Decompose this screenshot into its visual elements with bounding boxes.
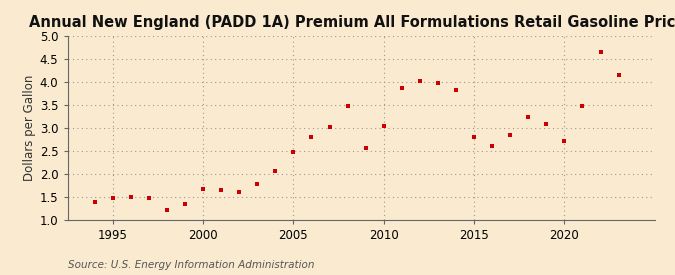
Point xyxy=(288,150,299,155)
Point xyxy=(541,122,551,127)
Point xyxy=(234,190,244,195)
Point xyxy=(595,50,606,54)
Point xyxy=(378,124,389,128)
Point xyxy=(161,208,172,212)
Point xyxy=(342,104,353,108)
Point xyxy=(180,202,190,206)
Point xyxy=(198,186,209,191)
Point xyxy=(324,125,335,130)
Title: Annual New England (PADD 1A) Premium All Formulations Retail Gasoline Prices: Annual New England (PADD 1A) Premium All… xyxy=(28,15,675,31)
Text: Source: U.S. Energy Information Administration: Source: U.S. Energy Information Administ… xyxy=(68,260,314,270)
Point xyxy=(414,79,425,83)
Point xyxy=(360,145,371,150)
Point xyxy=(306,135,317,139)
Point xyxy=(451,88,462,92)
Point xyxy=(468,135,479,139)
Point xyxy=(577,104,588,108)
Point xyxy=(396,86,407,90)
Point xyxy=(107,196,118,200)
Point xyxy=(433,81,443,86)
Point xyxy=(613,73,624,78)
Point xyxy=(252,182,263,186)
Point xyxy=(505,133,516,137)
Point xyxy=(487,144,497,148)
Point xyxy=(126,195,136,200)
Y-axis label: Dollars per Gallon: Dollars per Gallon xyxy=(23,75,36,181)
Point xyxy=(143,196,154,200)
Point xyxy=(270,169,281,173)
Point xyxy=(89,199,100,204)
Point xyxy=(216,188,227,192)
Point xyxy=(559,139,570,143)
Point xyxy=(523,115,534,119)
